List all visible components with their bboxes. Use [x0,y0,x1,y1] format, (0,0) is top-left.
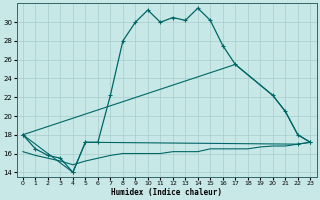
X-axis label: Humidex (Indice chaleur): Humidex (Indice chaleur) [111,188,222,197]
